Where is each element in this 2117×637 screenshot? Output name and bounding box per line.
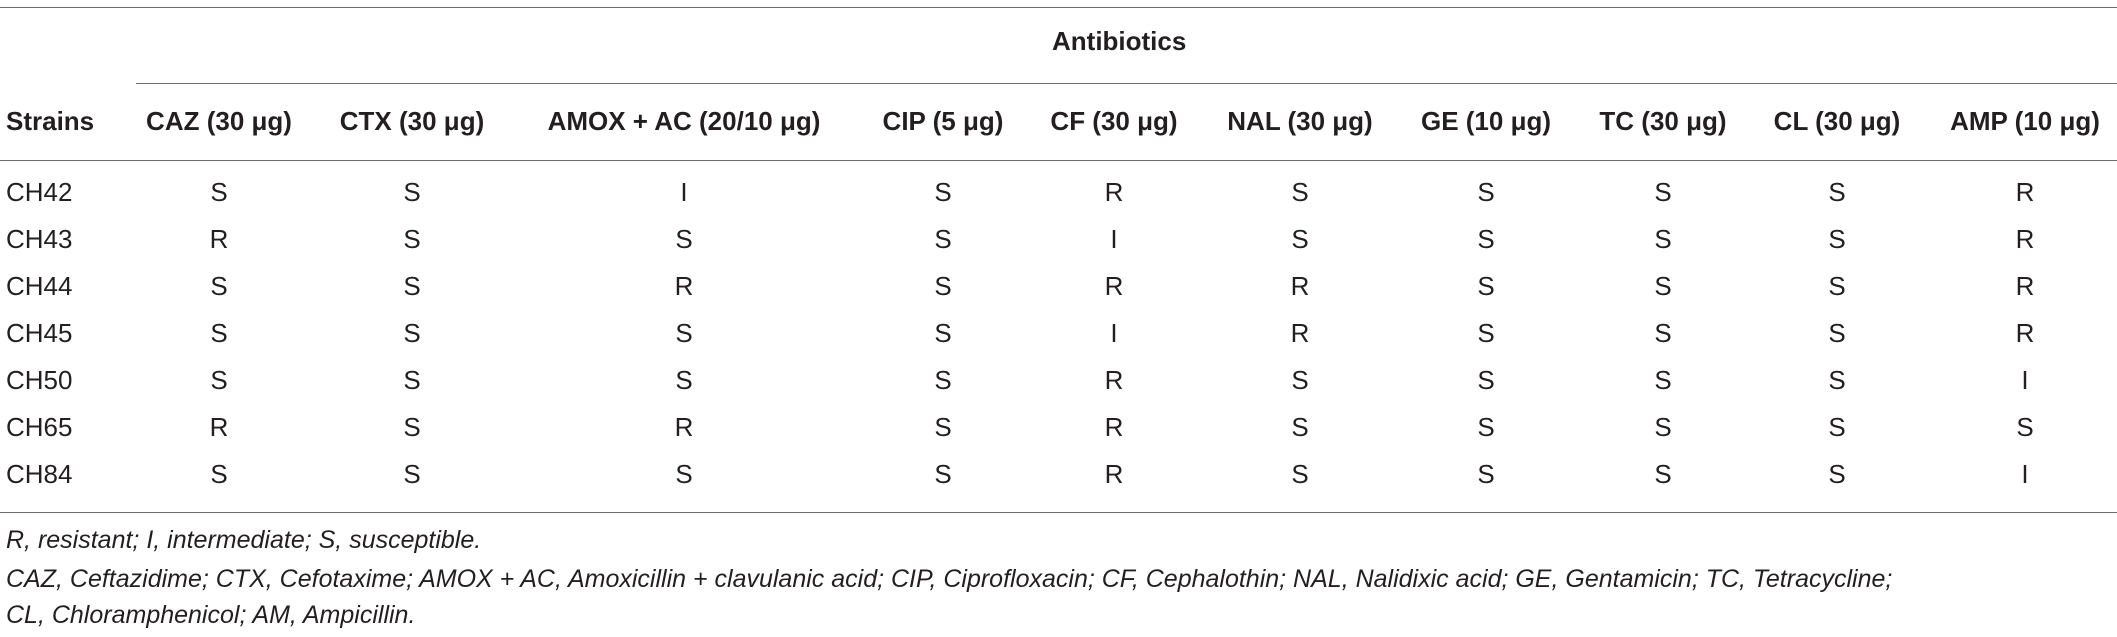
result-cell: S xyxy=(1828,412,1846,442)
result-cell: S xyxy=(403,459,421,489)
strain-cell: CH84 xyxy=(6,459,73,489)
result-cell: S xyxy=(1828,365,1846,395)
result-cell: S xyxy=(1654,271,1672,301)
result-cell: S xyxy=(403,271,421,301)
result-cell: S xyxy=(934,224,952,254)
result-cell: S xyxy=(1654,412,1672,442)
result-cell: S xyxy=(1477,365,1495,395)
result-cell: R xyxy=(1104,271,1124,301)
result-cell: S xyxy=(403,318,421,348)
strain-cell: CH45 xyxy=(6,318,73,348)
result-cell: S xyxy=(1828,177,1846,207)
result-cell: S xyxy=(1477,412,1495,442)
result-cell: R xyxy=(209,412,229,442)
result-cell: S xyxy=(210,318,228,348)
result-cell: S xyxy=(1291,365,1309,395)
result-cell: R xyxy=(2015,271,2035,301)
strain-cell: CH44 xyxy=(6,271,73,301)
result-cell: R xyxy=(1104,459,1124,489)
table-top-rule xyxy=(0,7,2117,8)
result-cell: S xyxy=(1291,459,1309,489)
column-header: AMP (10 μg) xyxy=(1950,106,2100,136)
result-cell: S xyxy=(210,365,228,395)
column-header: CF (30 μg) xyxy=(1050,106,1178,136)
column-header: CIP (5 μg) xyxy=(882,106,1004,136)
result-cell: R xyxy=(1290,271,1310,301)
column-header: CTX (30 μg) xyxy=(339,106,485,136)
result-cell: I xyxy=(680,177,688,207)
result-cell: R xyxy=(209,224,229,254)
result-cell: S xyxy=(1477,271,1495,301)
result-cell: S xyxy=(1654,177,1672,207)
result-cell: S xyxy=(210,177,228,207)
result-cell: S xyxy=(1654,365,1672,395)
result-cell: I xyxy=(1110,318,1118,348)
result-cell: S xyxy=(1828,318,1846,348)
column-header: GE (10 μg) xyxy=(1420,106,1552,136)
result-cell: I xyxy=(2021,365,2029,395)
table-bottom-rule xyxy=(0,512,2117,513)
footnote-abbreviations-antibiotics: CAZ, Ceftazidime; CTX, Cefotaxime; AMOX … xyxy=(6,565,1893,593)
result-cell: S xyxy=(403,177,421,207)
result-cell: S xyxy=(934,177,952,207)
result-cell: R xyxy=(674,412,694,442)
result-cell: S xyxy=(1828,271,1846,301)
result-cell: R xyxy=(1104,177,1124,207)
result-cell: R xyxy=(2015,318,2035,348)
column-header-strains: Strains xyxy=(6,106,95,136)
column-header: CL (30 μg) xyxy=(1773,106,1901,136)
strain-cell: CH50 xyxy=(6,365,73,395)
result-cell: S xyxy=(1654,318,1672,348)
result-cell: S xyxy=(675,224,693,254)
result-cell: S xyxy=(1291,177,1309,207)
result-cell: S xyxy=(1477,177,1495,207)
result-cell: R xyxy=(1290,318,1310,348)
group-header-rule xyxy=(136,83,2117,84)
result-cell: S xyxy=(403,365,421,395)
result-cell: R xyxy=(1104,412,1124,442)
result-cell: R xyxy=(2015,224,2035,254)
footnote-abbreviations-results: R, resistant; I, intermediate; S, suscep… xyxy=(6,526,482,554)
result-cell: I xyxy=(2021,459,2029,489)
result-cell: S xyxy=(403,224,421,254)
result-cell: I xyxy=(1110,224,1118,254)
result-cell: S xyxy=(1828,459,1846,489)
result-cell: S xyxy=(934,318,952,348)
column-header: NAL (30 μg) xyxy=(1227,106,1373,136)
result-cell: S xyxy=(934,365,952,395)
strain-cell: CH42 xyxy=(6,177,73,207)
result-cell: S xyxy=(1828,224,1846,254)
result-cell: S xyxy=(934,459,952,489)
result-cell: S xyxy=(1654,459,1672,489)
result-cell: S xyxy=(934,271,952,301)
column-header: AMOX + AC (20/10 μg) xyxy=(547,106,821,136)
group-header: Antibiotics xyxy=(1052,26,1187,56)
result-cell: S xyxy=(1291,224,1309,254)
header-bottom-rule xyxy=(0,160,2117,161)
result-cell: S xyxy=(2016,412,2034,442)
footnote-abbreviations-antibiotics-cont: CL, Chloramphenicol; AM, Ampicillin. xyxy=(6,601,416,629)
strain-cell: CH43 xyxy=(6,224,73,254)
strain-cell: CH65 xyxy=(6,412,73,442)
result-cell: S xyxy=(1291,412,1309,442)
result-cell: R xyxy=(1104,365,1124,395)
result-cell: S xyxy=(210,459,228,489)
result-cell: S xyxy=(210,271,228,301)
result-cell: S xyxy=(675,365,693,395)
result-cell: S xyxy=(934,412,952,442)
result-cell: S xyxy=(675,459,693,489)
result-cell: R xyxy=(2015,177,2035,207)
result-cell: S xyxy=(1654,224,1672,254)
column-header: TC (30 μg) xyxy=(1599,106,1727,136)
result-cell: S xyxy=(1477,459,1495,489)
result-cell: R xyxy=(674,271,694,301)
result-cell: S xyxy=(675,318,693,348)
result-cell: S xyxy=(403,412,421,442)
result-cell: S xyxy=(1477,224,1495,254)
result-cell: S xyxy=(1477,318,1495,348)
column-header: CAZ (30 μg) xyxy=(146,106,292,136)
